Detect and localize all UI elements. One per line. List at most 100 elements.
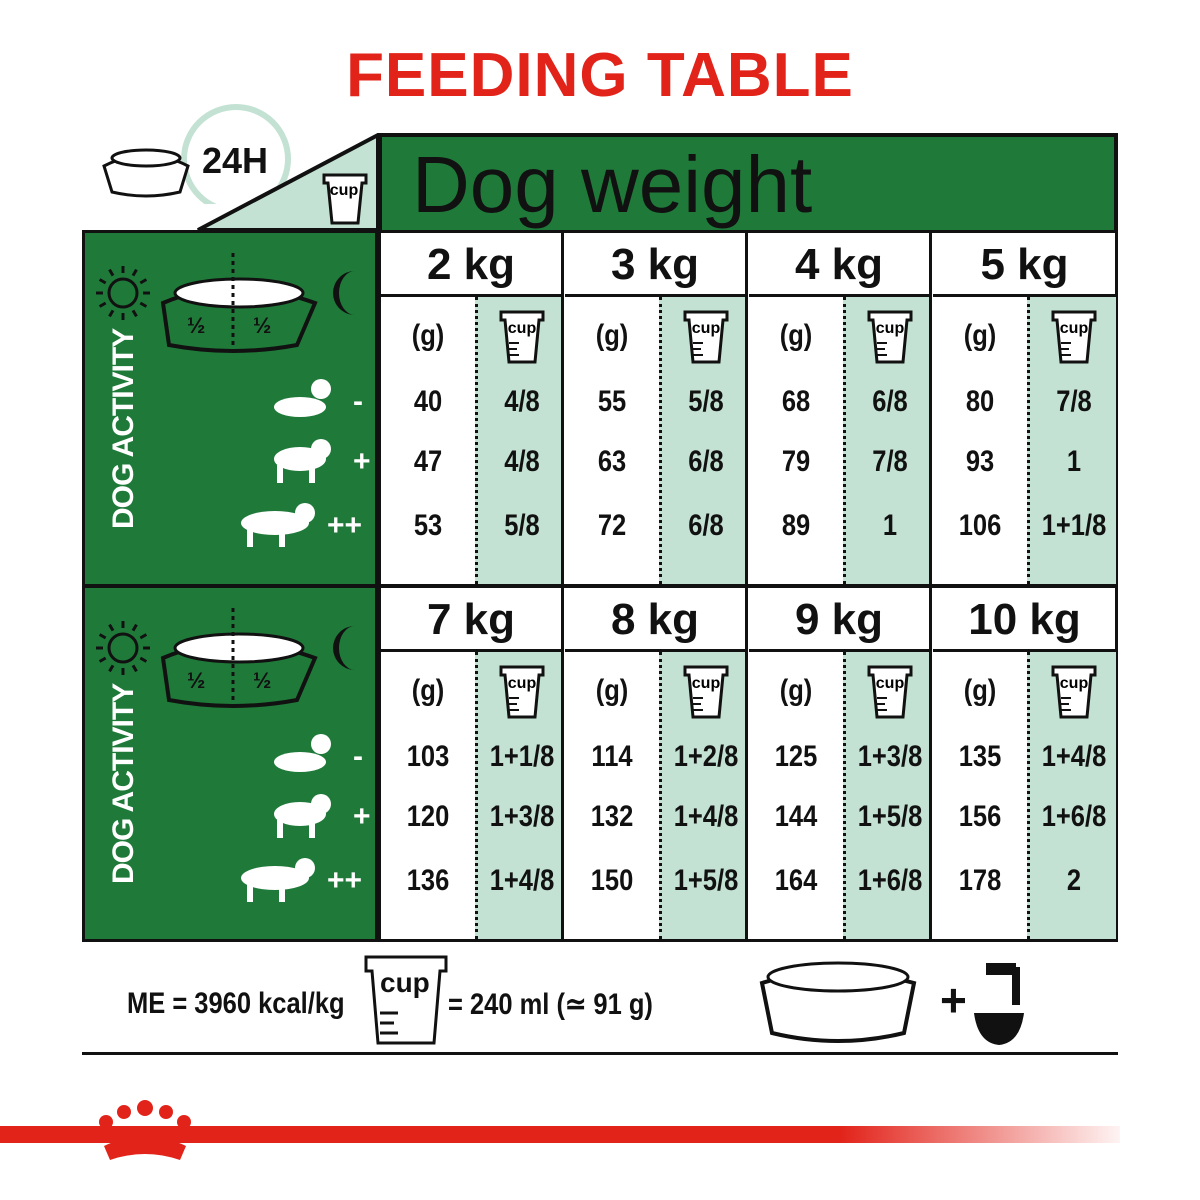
grams-value: 114 xyxy=(591,740,633,773)
cup-icon: cup xyxy=(499,310,545,364)
cup-icon-label: cup xyxy=(508,675,537,692)
dog-running-icon xyxy=(241,858,315,902)
grams-value: 47 xyxy=(413,445,443,478)
cup-value: 6/8 xyxy=(872,385,908,418)
weight-label: 9 kg xyxy=(749,588,929,652)
cup-value: 1 xyxy=(882,509,898,542)
cup-icon: cup xyxy=(1051,310,1097,364)
weight-label: 5 kg xyxy=(933,233,1116,297)
activity-label: DOG ACTIVITY xyxy=(107,328,140,529)
cup-value: 1 xyxy=(1066,445,1082,478)
cup-value: 4/8 xyxy=(504,445,540,478)
grams-value: 132 xyxy=(590,800,634,833)
grams-unit: (g) xyxy=(411,319,445,352)
grams-unit: (g) xyxy=(595,319,629,352)
cup-value: 1+5/8 xyxy=(673,864,739,897)
cup-value: 7/8 xyxy=(872,445,908,478)
grams-unit: (g) xyxy=(595,674,629,707)
cup-icon-label: cup xyxy=(876,320,905,337)
grams-value: 103 xyxy=(406,740,450,773)
cup-icon: cup xyxy=(1051,665,1097,719)
weight-label: 2 kg xyxy=(381,233,561,297)
weight-column: 8 kg (g) cup 114 1+2/8 132 1+4/8 150 1+5/8 xyxy=(565,588,748,939)
page-title: FEEDING TABLE xyxy=(346,41,854,110)
grams-value: 55 xyxy=(597,385,627,418)
dog-lying-icon xyxy=(274,734,331,772)
grams-value: 164 xyxy=(774,864,818,897)
brand-red-bar xyxy=(0,1126,1120,1143)
activity-level-1: + xyxy=(353,445,371,478)
cup-value: 1+1/8 xyxy=(1041,509,1107,542)
cup-value: 6/8 xyxy=(688,445,724,478)
cup-value: 6/8 xyxy=(688,509,724,542)
activity-level-1: + xyxy=(353,800,371,833)
half-portion-evening: ½ xyxy=(253,668,272,693)
cup-value: 5/8 xyxy=(504,509,540,542)
grams-unit: (g) xyxy=(963,319,997,352)
activity-panel: ½ ½ DOG ACTIVITY - + ++ xyxy=(82,230,378,587)
cup-value: 4/8 xyxy=(504,385,540,418)
grams-value: 120 xyxy=(406,800,450,833)
grams-value: 135 xyxy=(958,740,1002,773)
cup-icon: cup xyxy=(499,665,545,719)
grams-unit: (g) xyxy=(779,319,813,352)
weight-column: 9 kg (g) cup 125 1+3/8 144 1+5/8 164 1+6/8 xyxy=(749,588,932,939)
cup-icon: cup xyxy=(867,665,913,719)
grams-value: 80 xyxy=(965,385,995,418)
day-night-bowl-icon xyxy=(96,608,355,708)
grams-value: 40 xyxy=(413,385,443,418)
cup-icon-label: cup xyxy=(692,675,721,692)
time-label: 24H xyxy=(202,140,269,181)
cup-icon-label: cup xyxy=(1060,320,1089,337)
dog-standing-icon xyxy=(274,439,331,483)
plus-sign: + xyxy=(940,974,967,1026)
cup-icon-label: cup xyxy=(876,675,905,692)
weight-label: 4 kg xyxy=(749,233,929,297)
cup-icon-label: cup xyxy=(330,182,359,199)
activity-level-2: ++ xyxy=(327,864,363,897)
cup-value: 1+5/8 xyxy=(857,800,923,833)
cup-value: 1+3/8 xyxy=(857,740,923,773)
grams-value: 63 xyxy=(597,445,627,478)
grams-value: 125 xyxy=(774,740,818,773)
half-portion-morning: ½ xyxy=(187,668,206,693)
activity-level-0: - xyxy=(353,385,363,418)
weight-column: 10 kg (g) cup 135 1+4/8 156 1+6/8 178 2 xyxy=(933,588,1116,939)
grams-value: 136 xyxy=(406,864,450,897)
activity-level-0: - xyxy=(353,740,363,773)
grams-unit: (g) xyxy=(963,674,997,707)
grams-value: 156 xyxy=(958,800,1002,833)
cup-value: 7/8 xyxy=(1056,385,1092,418)
cup-icon xyxy=(364,955,448,1045)
cup-icon: cup xyxy=(867,310,913,364)
weight-column: 3 kg (g) cup 55 5/8 63 6/8 72 6/8 xyxy=(565,233,748,584)
half-portion-morning: ½ xyxy=(187,313,206,338)
cup-value: 1+4/8 xyxy=(673,800,739,833)
feeding-grid: 2 kg (g) cup 40 4/8 47 4/8 53 5/8 3 kg (g) c… xyxy=(378,230,1118,587)
cup-icon: cup xyxy=(683,310,729,364)
feeding-grid: 7 kg (g) cup 103 1+1/8 120 1+3/8 136 1+4/8 8… xyxy=(378,585,1118,942)
bowl-clock-icon xyxy=(102,104,291,204)
weight-label: 8 kg xyxy=(565,588,745,652)
day-night-bowl-icon xyxy=(96,253,355,353)
grams-value: 144 xyxy=(774,800,818,833)
weight-column: 5 kg (g) cup 80 7/8 93 1 106 1+1/8 xyxy=(933,233,1116,584)
weight-label: 7 kg xyxy=(381,588,561,652)
cup-equivalence: = 240 ml (≃ 91 g) xyxy=(448,988,653,1021)
cup-value: 1+4/8 xyxy=(489,864,555,897)
grams-value: 68 xyxy=(781,385,811,418)
activity-panel: ½ ½ DOG ACTIVITY - + ++ xyxy=(82,585,378,942)
weight-column: 4 kg (g) cup 68 6/8 79 7/8 89 1 xyxy=(749,233,932,584)
cup-icon-label: cup xyxy=(692,320,721,337)
weight-label: 3 kg xyxy=(565,233,745,297)
cup-icon-label: cup xyxy=(508,320,537,337)
cup-value: 1+6/8 xyxy=(857,864,923,897)
grams-value: 89 xyxy=(781,509,811,542)
energy-label: ME = 3960 kcal/kg xyxy=(127,987,345,1020)
dog-standing-icon xyxy=(274,794,331,838)
grams-unit: (g) xyxy=(779,674,813,707)
bowl-water-icon xyxy=(759,961,1024,1045)
weight-column: 2 kg (g) cup 40 4/8 47 4/8 53 5/8 xyxy=(381,233,564,584)
cup-value: 1+1/8 xyxy=(489,740,555,773)
grams-unit: (g) xyxy=(411,674,445,707)
